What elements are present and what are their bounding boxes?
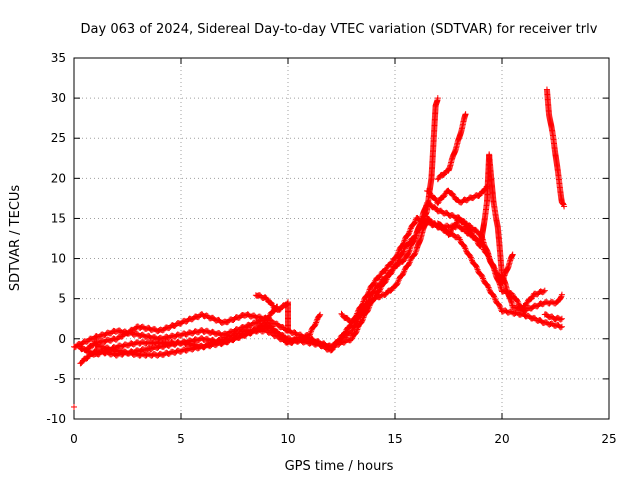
x-tick-label: 0 [70,432,78,446]
x-tick-labels: 0 5 10 15 20 25 [70,432,616,446]
series-track-g [338,95,441,326]
y-tick-labels: -10 -5 0 5 10 15 20 25 30 35 [46,51,66,426]
grid-lines [74,58,609,419]
data-points [71,86,568,410]
y-tick-label: 30 [51,91,66,105]
y-tick-label: 20 [51,171,66,185]
y-tick-label: -5 [54,372,66,386]
x-tick-label: 25 [601,432,616,446]
chart-title: Day 063 of 2024, Sidereal Day-to-day VTE… [81,22,598,37]
axis-ticks [73,57,610,420]
series-track-j [434,151,565,314]
y-tick-label: 5 [58,292,66,306]
y-tick-label: -10 [46,412,66,426]
series-track-f [252,292,291,334]
y-tick-label: 10 [51,252,66,266]
x-tick-label: 20 [494,432,509,446]
y-tick-label: 25 [51,131,66,145]
plot-frame [73,57,610,420]
y-tick-label: 15 [51,211,66,225]
x-tick-label: 15 [387,432,402,446]
y-tick-label: 0 [58,332,66,346]
series-track-a [71,214,565,354]
x-tick-label: 10 [280,432,295,446]
y-tick-label: 35 [51,51,66,65]
series-track-i [434,111,469,183]
x-tick-label: 5 [177,432,185,446]
